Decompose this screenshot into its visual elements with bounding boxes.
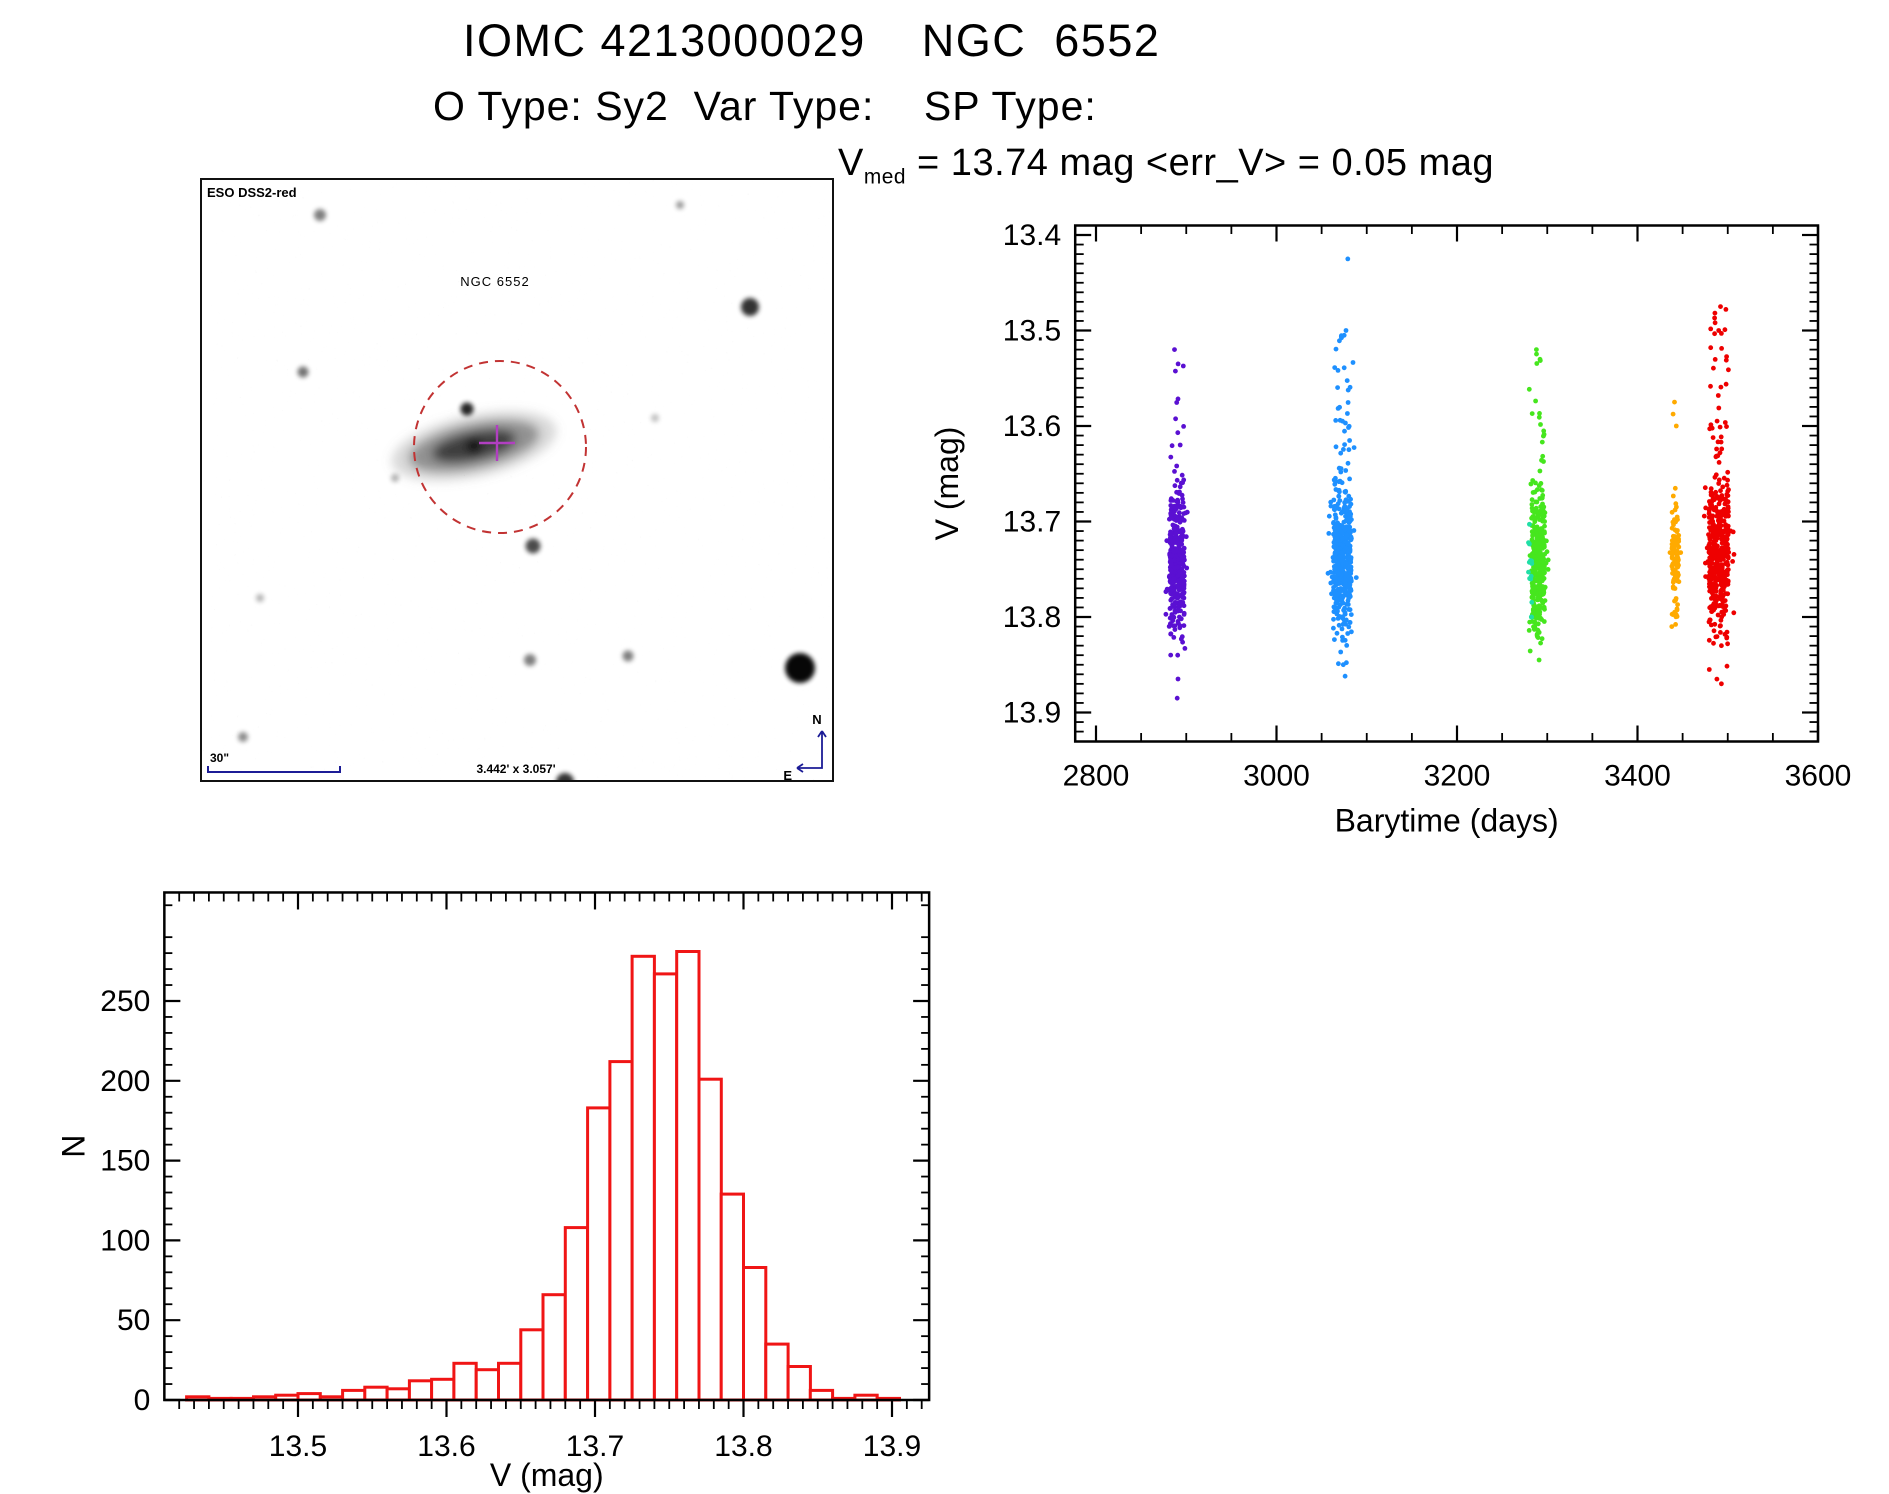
page-title: IOMC 4213000029 NGC 6552: [463, 15, 1161, 66]
histogram-axes: 13.5 13.6 13.7 13.8 13.9 0 50 100 150 200 250 V (ma…: [55, 891, 931, 1493]
y-axis-label: N: [55, 1135, 91, 1158]
points-visit-5: [1701, 304, 1737, 687]
vmed-value-text: = 13.74 mag <err_V> = 0.05 mag: [906, 142, 1494, 184]
field-stars: [238, 201, 815, 782]
y-tick-label: 0: [134, 1384, 151, 1417]
x-axis-label: V (mag): [490, 1457, 604, 1493]
compass-north-label: N: [812, 712, 821, 727]
y-tick-label: 13.4: [1003, 219, 1061, 252]
y-tick-label: 250: [100, 985, 150, 1018]
x-tick-label: 13.7: [566, 1430, 624, 1463]
x-tick-label: 2800: [1063, 760, 1130, 793]
star: [676, 201, 684, 209]
target-cross-marker: [479, 425, 515, 461]
target-name-label: NGC 6552: [460, 274, 529, 289]
points-visit-4: [1667, 399, 1684, 629]
points-visit-2: [1325, 256, 1359, 679]
x-tick-label: 3000: [1243, 760, 1310, 793]
y-axis-label: V (mag): [929, 427, 965, 541]
x-tick-label: 13.5: [269, 1430, 327, 1463]
star: [256, 594, 264, 602]
x-tick-label: 3200: [1424, 760, 1491, 793]
compass-arrows: [796, 730, 827, 773]
star: [556, 773, 574, 782]
star: [297, 366, 309, 378]
page-subtitle: O Type: Sy2 Var Type: SP Type:: [433, 83, 1097, 129]
star: [622, 650, 634, 662]
y-tick-label: 13.7: [1003, 506, 1061, 539]
compass-east-label: E: [783, 768, 792, 782]
scale-bar-label: 30": [210, 751, 229, 765]
star: [785, 653, 815, 683]
finding-chart-image: ESO DSS2-red NGC 6552 30" 3.442' x 3.057…: [200, 178, 834, 782]
y-tick-label: 13.5: [1003, 315, 1061, 348]
star: [314, 209, 326, 221]
y-tick-label: 13.8: [1003, 601, 1061, 634]
image-frame: [200, 178, 834, 782]
foreground-star-knot: [460, 402, 474, 416]
points-visit-1: [1163, 347, 1190, 701]
star: [651, 414, 659, 422]
lightcurve-axes: 2800 3000 3200 3400 3600 13.4 13.5 13.6 13.7 13.8…: [929, 219, 1851, 839]
x-axis-label: Barytime (days): [1335, 803, 1559, 839]
x-tick-label: 3600: [1785, 760, 1852, 793]
y-tick-label: 100: [100, 1224, 150, 1257]
survey-label: ESO DSS2-red: [207, 185, 297, 200]
galaxy-ngc6552: [391, 402, 557, 481]
vmed-symbol: V: [838, 142, 864, 184]
x-tick-label: 13.9: [863, 1430, 921, 1463]
star: [741, 298, 759, 316]
points-visit-3: [1526, 347, 1551, 663]
y-tick-label: 150: [100, 1145, 150, 1178]
y-tick-label: 50: [117, 1304, 150, 1337]
y-tick-label: 13.6: [1003, 410, 1061, 443]
lightcurve-title: Vmed = 13.74 mag <err_V> = 0.05 mag: [838, 142, 1494, 189]
x-tick-label: 13.6: [417, 1430, 475, 1463]
lightcurve-plot: 2800 3000 3200 3400 3600 13.4 13.5 13.6 13.7 13.8…: [929, 219, 1851, 839]
x-tick-label: 3400: [1604, 760, 1671, 793]
star: [238, 732, 248, 742]
y-tick-label: 13.9: [1003, 697, 1061, 730]
vmed-subscript: med: [863, 165, 906, 189]
star: [391, 474, 399, 482]
scale-bar: 30": [207, 751, 341, 773]
points-visit-3-overlap: [1526, 521, 1535, 620]
x-tick-label: 13.8: [714, 1430, 772, 1463]
scale-bar-line: [207, 766, 341, 773]
vmag-histogram-plot: 13.5 13.6 13.7 13.8 13.9 0 50 100 150 200 250 V (ma…: [55, 891, 931, 1493]
star: [524, 654, 536, 666]
star: [525, 538, 541, 554]
photometric-aperture-circle: [413, 360, 587, 534]
field-of-view-label: 3.442' x 3.057': [476, 762, 555, 776]
compass: N E: [783, 712, 827, 782]
sky-noise-texture: [200, 178, 834, 782]
histogram-bars: [185, 950, 902, 1402]
y-tick-label: 200: [100, 1065, 150, 1098]
